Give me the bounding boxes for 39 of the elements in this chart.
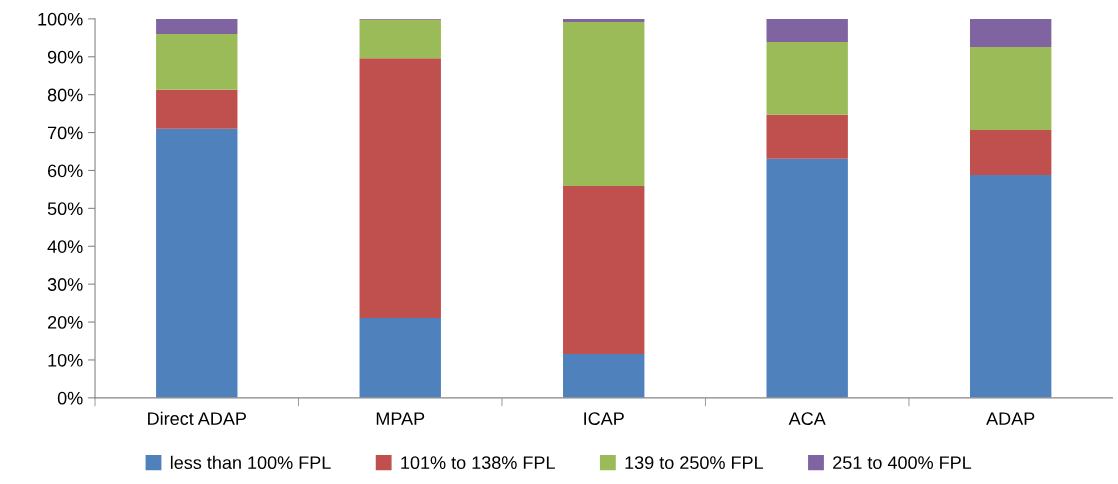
- bar: [156, 128, 238, 398]
- y-tick-label: 90%: [47, 50, 83, 64]
- y-tick-label: 30%: [47, 278, 83, 291]
- x-tick-label: ADAP: [986, 412, 1035, 425]
- bar: [563, 186, 645, 354]
- bar: [766, 114, 848, 159]
- bar: [766, 18, 848, 42]
- y-tick-label: 80%: [47, 88, 83, 102]
- bar: [766, 158, 848, 398]
- bar: [359, 317, 441, 398]
- bar: [156, 89, 238, 129]
- bar: [969, 46, 1052, 130]
- y-tick-label: 20%: [48, 315, 83, 329]
- bar: [156, 18, 238, 35]
- bar: [359, 58, 441, 318]
- legend-label: less than 100% FPL: [170, 455, 331, 470]
- bar: [766, 41, 848, 115]
- bar: [969, 129, 1052, 176]
- x-tick-label: Direct ADAP: [148, 411, 246, 425]
- bar: [969, 175, 1052, 398]
- x-tick-label: ICAP: [584, 412, 624, 425]
- y-tick-label: 0%: [57, 391, 83, 405]
- y-tick-label: 10%: [48, 353, 83, 367]
- y-tick-label: 50%: [47, 202, 83, 216]
- y-tick-label: 70%: [48, 126, 83, 140]
- bar: [156, 34, 238, 90]
- x-tick-label: ACA: [788, 412, 826, 425]
- x-tick-label: MPAP: [376, 412, 425, 425]
- legend-label: 251 to 400% FPL: [833, 456, 972, 470]
- bar: [563, 353, 645, 398]
- legend-label: 139 to 250% FPL: [625, 456, 764, 470]
- bar: [563, 18, 645, 22]
- y-tick-label: 40%: [47, 240, 83, 253]
- legend-label: 101% to 138% FPL: [401, 456, 555, 470]
- bar: [969, 18, 1052, 47]
- bar: [563, 21, 645, 186]
- bar: [359, 19, 441, 59]
- y-tick-label: 100%: [38, 12, 83, 26]
- y-tick-label: 60%: [48, 164, 83, 178]
